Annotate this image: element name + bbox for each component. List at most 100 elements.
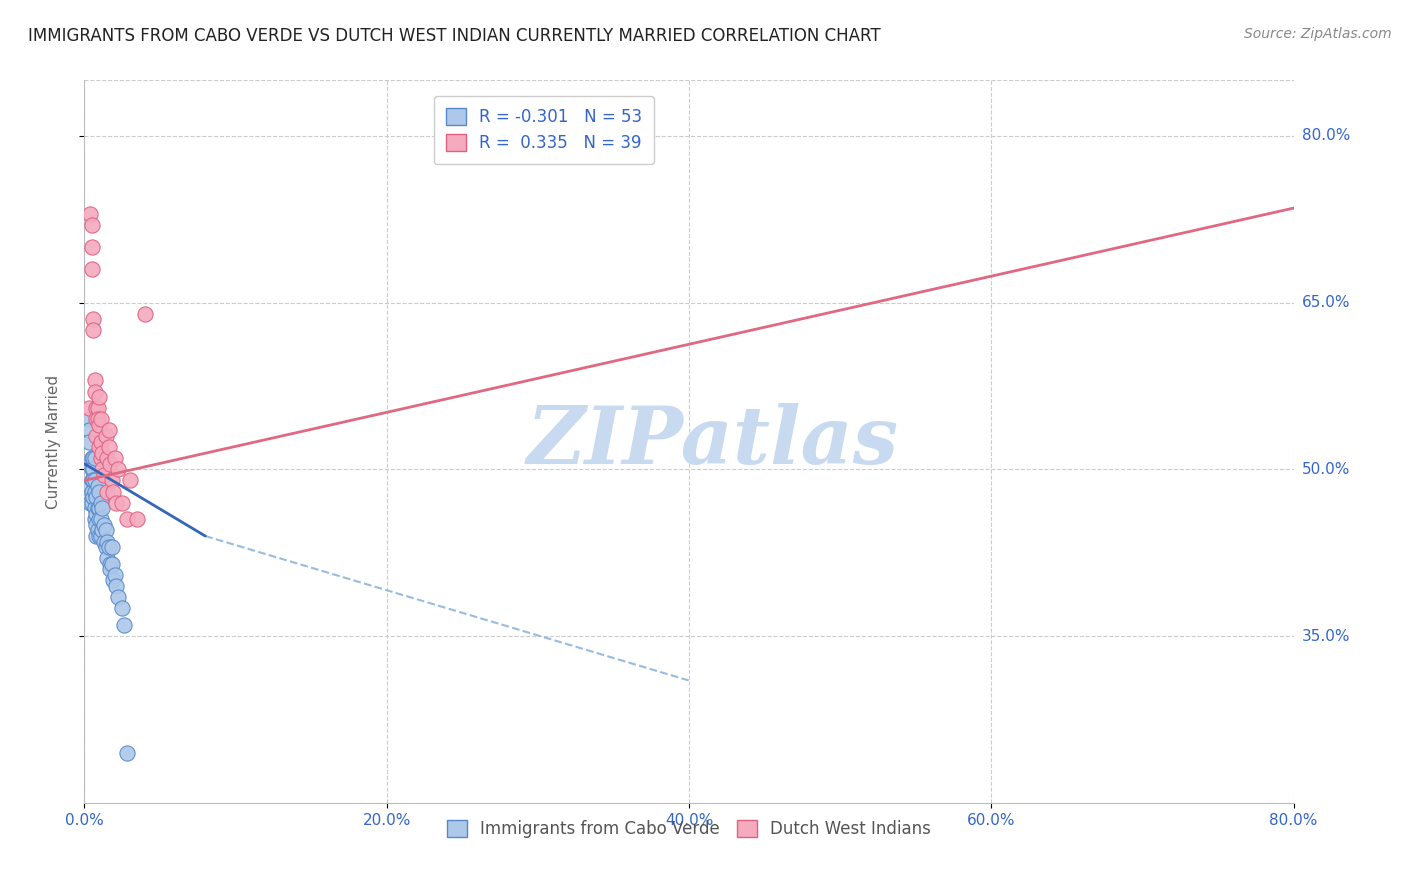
- Point: [80, 262, 103, 277]
- Point: [111, 601, 134, 615]
- Point: [87, 524, 110, 538]
- Point: [86, 401, 108, 416]
- Point: [86, 490, 108, 504]
- Point: [87, 479, 110, 493]
- Point: [93, 517, 115, 532]
- Text: IMMIGRANTS FROM CABO VERDE VS DUTCH WEST INDIAN CURRENTLY MARRIED CORRELATION CH: IMMIGRANTS FROM CABO VERDE VS DUTCH WEST…: [28, 27, 880, 45]
- Point: [104, 451, 127, 466]
- Point: [86, 507, 108, 521]
- Point: [86, 412, 108, 426]
- Point: [107, 590, 129, 604]
- Point: [90, 512, 112, 526]
- Point: [79, 207, 101, 221]
- Point: [87, 501, 110, 516]
- Point: [89, 529, 111, 543]
- Point: [86, 517, 108, 532]
- Point: [89, 390, 111, 404]
- Point: [80, 240, 103, 254]
- Point: [93, 534, 115, 549]
- Point: [86, 529, 108, 543]
- Point: [90, 496, 112, 510]
- Point: [90, 434, 112, 449]
- Point: [80, 218, 103, 232]
- Point: [100, 474, 122, 488]
- Point: [97, 440, 120, 454]
- Point: [94, 429, 117, 443]
- Point: [90, 412, 112, 426]
- Point: [80, 451, 103, 466]
- Point: [77, 401, 100, 416]
- Point: [111, 496, 134, 510]
- Point: [94, 524, 117, 538]
- Point: [86, 429, 108, 443]
- Point: [91, 445, 114, 459]
- Point: [100, 557, 122, 571]
- Point: [127, 512, 149, 526]
- Point: [97, 424, 120, 438]
- Point: [87, 401, 110, 416]
- Point: [101, 484, 124, 499]
- Point: [82, 451, 104, 466]
- Point: [84, 384, 107, 399]
- Point: [115, 512, 138, 526]
- Text: 50.0%: 50.0%: [1302, 462, 1350, 477]
- Point: [100, 540, 122, 554]
- Text: ZIPatlas: ZIPatlas: [527, 403, 900, 480]
- Y-axis label: Currently Married: Currently Married: [46, 375, 60, 508]
- Point: [91, 462, 114, 476]
- Point: [93, 467, 115, 482]
- Point: [98, 557, 121, 571]
- Point: [101, 574, 124, 588]
- Point: [89, 440, 111, 454]
- Legend: Immigrants from Cabo Verde, Dutch West Indians: Immigrants from Cabo Verde, Dutch West I…: [440, 814, 938, 845]
- Point: [77, 434, 100, 449]
- Point: [84, 451, 107, 466]
- Point: [96, 534, 118, 549]
- Point: [107, 462, 129, 476]
- Point: [79, 479, 101, 493]
- Point: [82, 462, 104, 476]
- Point: [79, 496, 101, 510]
- Point: [94, 540, 117, 554]
- Text: Source: ZipAtlas.com: Source: ZipAtlas.com: [1244, 27, 1392, 41]
- Point: [84, 484, 107, 499]
- Point: [77, 412, 100, 426]
- Point: [80, 462, 103, 476]
- Point: [91, 501, 114, 516]
- Point: [112, 618, 135, 632]
- Point: [104, 568, 127, 582]
- Point: [96, 551, 118, 566]
- Point: [80, 484, 103, 499]
- Point: [89, 501, 111, 516]
- Point: [89, 484, 111, 499]
- Point: [80, 474, 103, 488]
- Point: [77, 424, 100, 438]
- Point: [80, 496, 103, 510]
- Point: [82, 323, 104, 337]
- Point: [134, 307, 156, 321]
- Point: [96, 484, 118, 499]
- Text: 35.0%: 35.0%: [1302, 629, 1350, 643]
- Point: [96, 451, 118, 466]
- Point: [89, 417, 111, 432]
- Point: [84, 501, 107, 516]
- Point: [105, 496, 128, 510]
- Point: [97, 540, 120, 554]
- Point: [87, 412, 110, 426]
- Point: [90, 451, 112, 466]
- Point: [91, 524, 114, 538]
- Point: [105, 579, 128, 593]
- Point: [98, 562, 121, 576]
- Point: [118, 474, 141, 488]
- Point: [82, 312, 104, 326]
- Text: 65.0%: 65.0%: [1302, 295, 1350, 310]
- Point: [84, 512, 107, 526]
- Point: [84, 373, 107, 387]
- Text: 80.0%: 80.0%: [1302, 128, 1350, 144]
- Point: [90, 529, 112, 543]
- Point: [115, 746, 138, 760]
- Point: [82, 474, 104, 488]
- Point: [98, 457, 121, 471]
- Point: [89, 512, 111, 526]
- Point: [84, 474, 107, 488]
